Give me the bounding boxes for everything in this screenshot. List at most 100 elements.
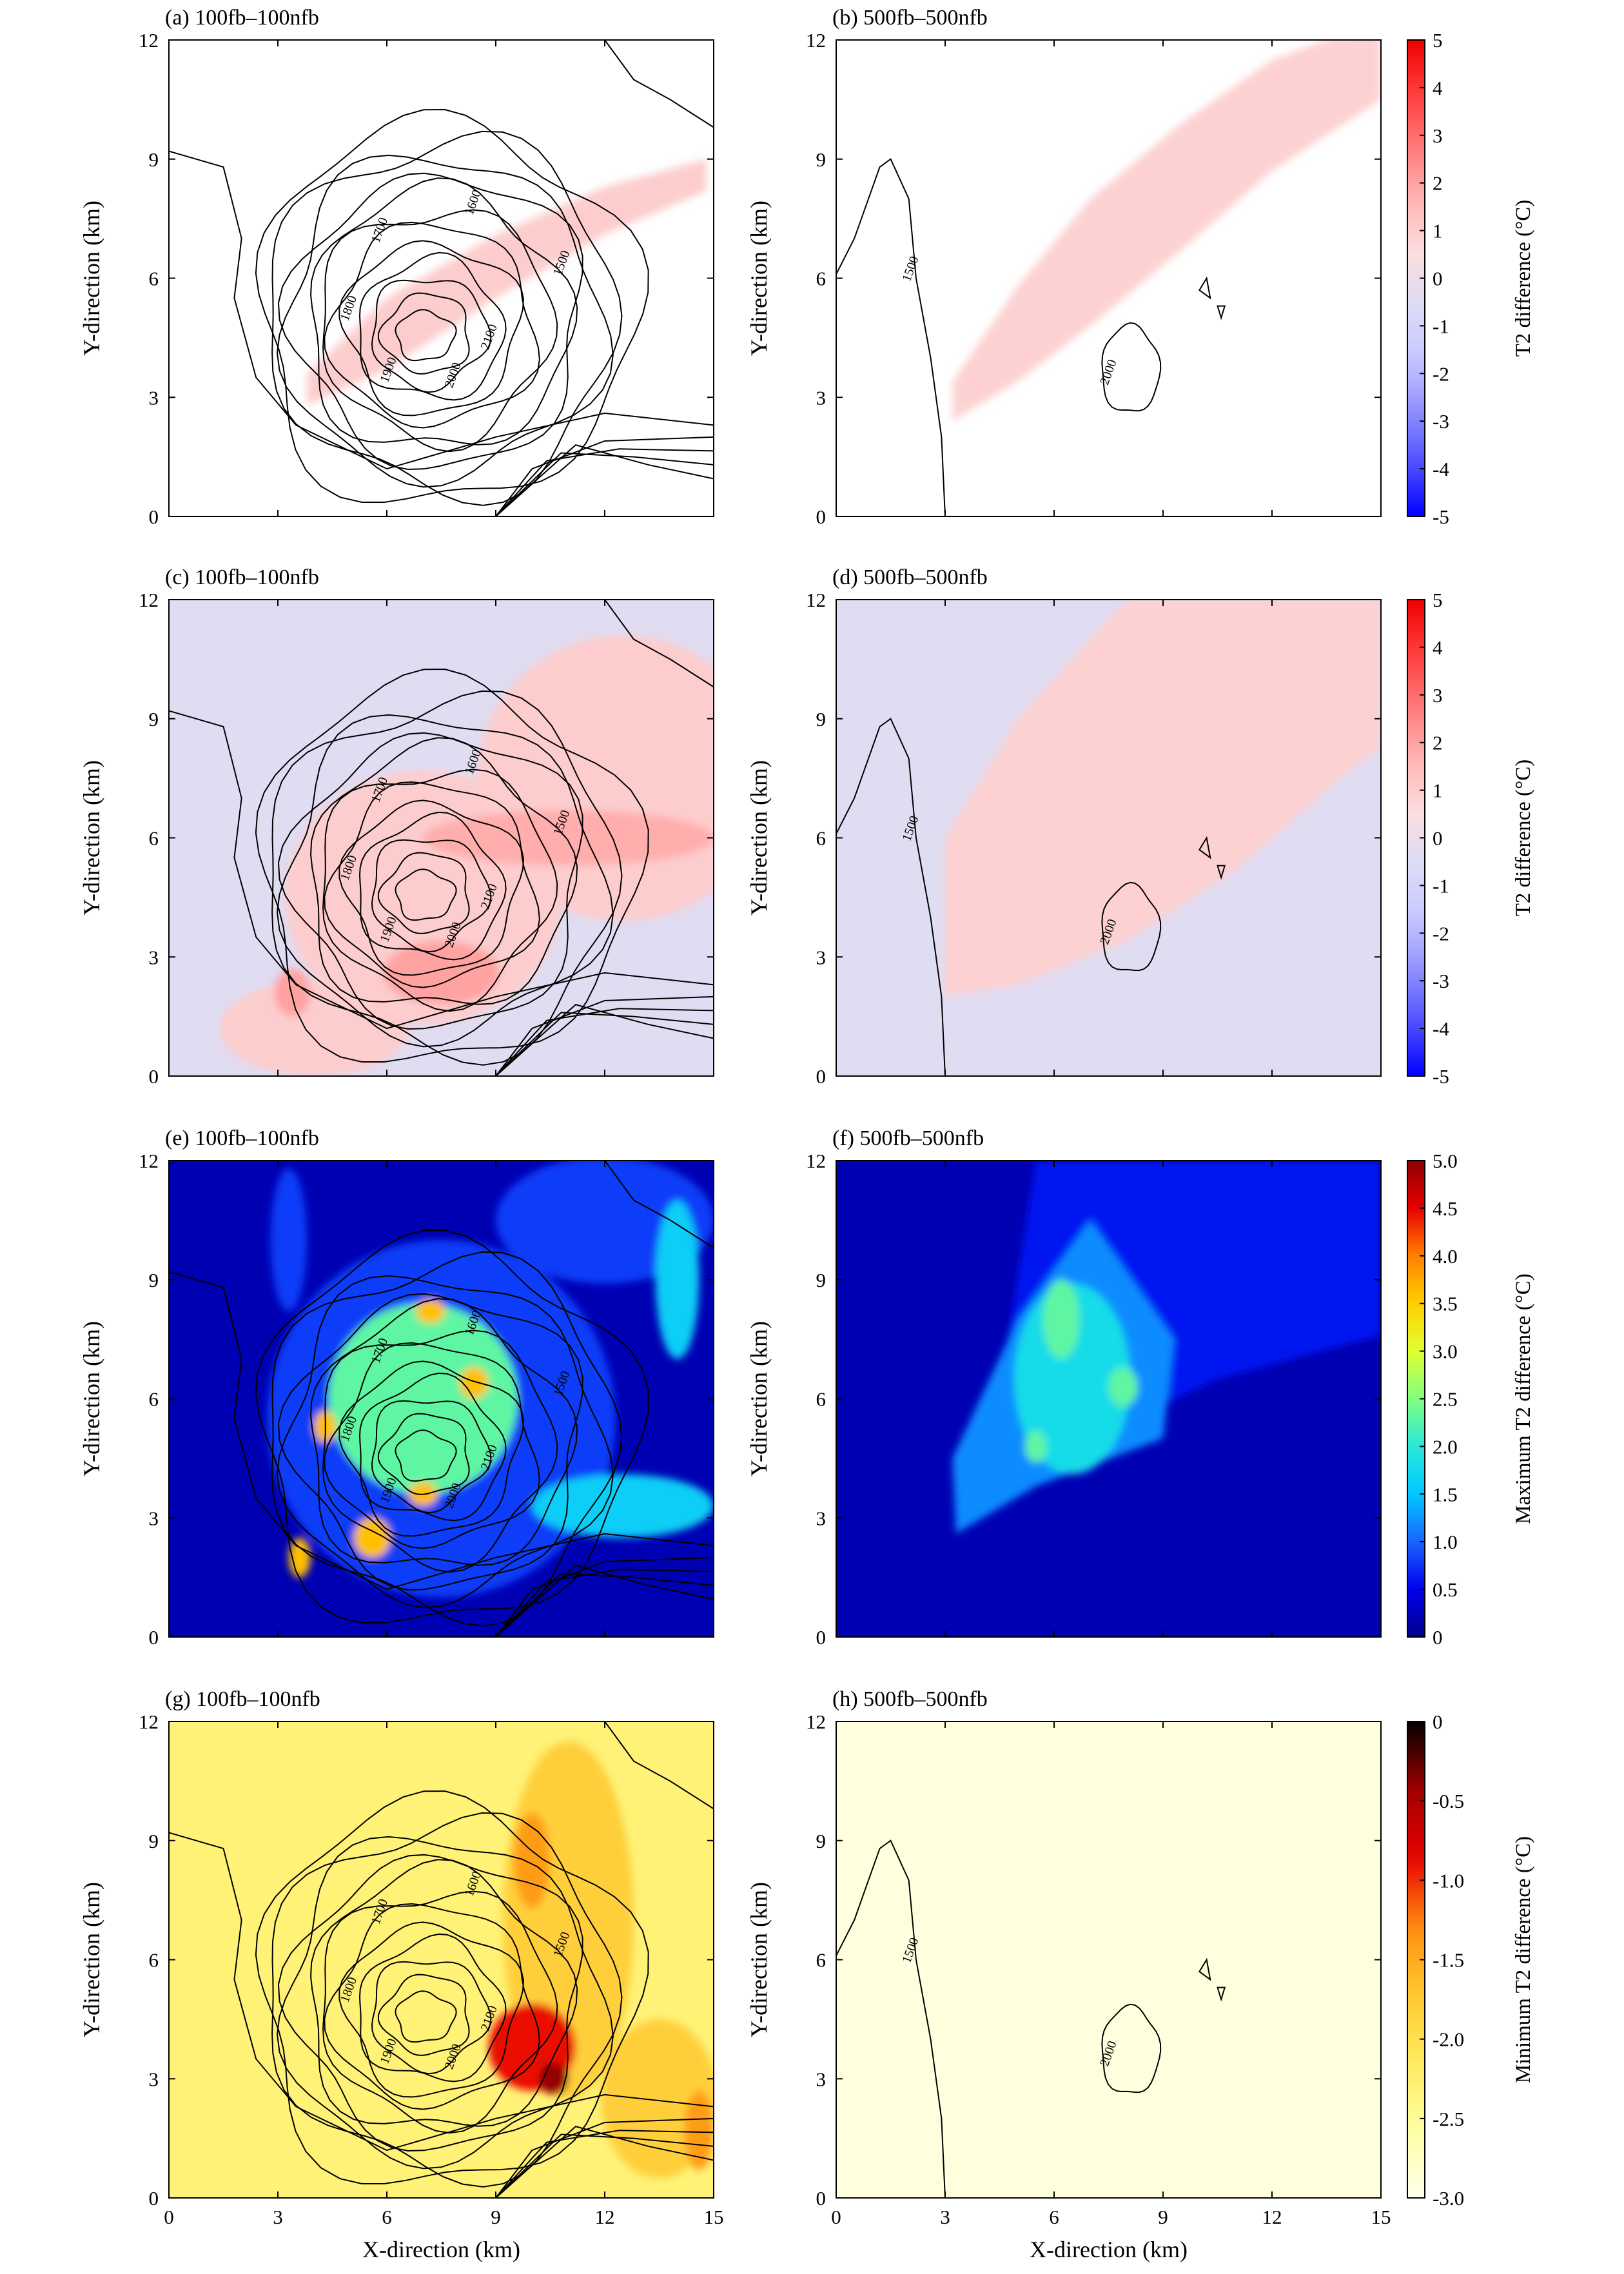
terrain-contour-line (169, 1832, 714, 2151)
terrain-contour-line (1198, 1957, 1211, 1981)
terrain-contour-line (338, 1360, 524, 1537)
y-tick-label: 3 (149, 946, 159, 968)
y-tick-label: 0 (149, 1626, 159, 1649)
terrain-contour-line (322, 1329, 558, 1573)
field-blob (1014, 1283, 1131, 1475)
y-axis-label: Y-direction (km) (746, 201, 772, 356)
colorbar-tick-label: -3.0 (1433, 2187, 1464, 2210)
terrain-contour-line (604, 600, 714, 688)
terrain-contour-line (1101, 2003, 1162, 2093)
terrain-contour-line (604, 1721, 714, 1810)
y-tick-label: 3 (149, 1507, 159, 1529)
y-tick-label: 0 (816, 2187, 827, 2210)
terrain-contours (169, 1721, 714, 2198)
terrain-contour-line (495, 995, 714, 1076)
field-blob (1024, 1430, 1047, 1463)
colorbar-tick-label: 2.5 (1433, 1388, 1458, 1411)
colorbar-h: 0 -0.5 -1.0 -1.5 -2.0 -2.5 -3.0 Minimum T2 diff… (1407, 1710, 1535, 2210)
terrain-contour-line (324, 1342, 540, 1549)
axis-ticks: 0 3 6 9 12 (139, 29, 714, 528)
x-tick-label: 0 (164, 2206, 174, 2228)
axis-ticks: 0 3 6 9 12 (806, 29, 1382, 528)
terrain-contour-line (1217, 305, 1226, 320)
panel-title: (c) 100fb–100nfb (165, 565, 319, 589)
terrain-contour-line (277, 154, 614, 488)
colorbar-tick-label: 3 (1433, 124, 1443, 147)
colorbar-tick-label: 2.0 (1433, 1435, 1458, 1458)
terrain-contour-line (1101, 881, 1162, 972)
colorbar-tick-label: 4 (1433, 77, 1443, 99)
panel-title: (f) 500fb–500nfb (832, 1126, 984, 1150)
y-tick-label: 9 (149, 708, 159, 730)
terrain-contour-line (277, 732, 583, 1030)
colorbar-label: Maximum T2 difference (°C) (1512, 1273, 1535, 1524)
plot-area (836, 1161, 1381, 1637)
terrain-contour-line (277, 1293, 583, 1591)
y-tick-label: 12 (139, 1710, 159, 1733)
y-tick-label: 6 (816, 1388, 827, 1411)
field-blob (383, 941, 500, 1005)
y-tick-label: 12 (806, 1150, 826, 1172)
x-tick-label: 3 (940, 2206, 950, 2228)
colorbar-tick-label: 1 (1433, 220, 1443, 242)
y-tick-label: 9 (816, 1830, 827, 1852)
terrain-contours (169, 40, 714, 516)
terrain-contours (169, 600, 714, 1076)
colorbar-tick-label: 1.5 (1433, 1483, 1458, 1505)
plot-background (836, 1721, 1381, 2198)
x-tick-label: 9 (1158, 2206, 1168, 2228)
terrain-contour-line (495, 1012, 714, 1076)
y-axis-label: Y-direction (km) (79, 201, 104, 356)
terrain-contour-line (495, 444, 714, 516)
x-tick-label: 9 (491, 2206, 501, 2228)
terrain-contour-line (495, 436, 714, 516)
terrain-contour-line (255, 1790, 649, 2185)
y-tick-label: 0 (816, 505, 827, 528)
terrain-contour-line (495, 2133, 714, 2198)
colorbar-f: 5.0 4.5 4.0 3.5 3.0 2.5 2.0 1.5 1.0 0.5 0 Maximum T… (1407, 1150, 1535, 1649)
terrain-contour-line (395, 1429, 457, 1482)
terrain-contour-line (604, 1161, 714, 1249)
y-tick-label: 0 (149, 2187, 159, 2210)
terrain-contours (169, 1161, 714, 1637)
colorbar-tick-label: 0.5 (1433, 1578, 1458, 1601)
x-tick-label: 0 (831, 2206, 841, 2228)
colorbars-layer: 5 4 3 2 1 0 -1 -2 -3 -4 -5 T2 difference (°C) 5 4 3 2 1 0… (1407, 29, 1535, 2210)
axis-ticks: 0 3 6 9 12 15 0 3 6 9 12 (806, 1710, 1391, 2228)
terrain-contour-line (338, 1921, 524, 2098)
y-tick-label: 3 (816, 1507, 827, 1529)
y-tick-label: 12 (806, 1710, 826, 1733)
y-tick-label: 3 (816, 2068, 827, 2090)
terrain-contour-line (836, 718, 946, 1076)
colorbar-tick-label: -1 (1433, 315, 1449, 337)
terrain-contour-line (338, 799, 524, 976)
colorbar-tick-label: -1.0 (1433, 1869, 1464, 1892)
y-tick-label: 12 (806, 589, 826, 611)
terrain-contour-line (371, 279, 492, 393)
colorbar-tick-label: 1 (1433, 779, 1443, 802)
colorbar-label: T2 difference (°C) (1512, 200, 1535, 357)
panel-title: (d) 500fb–500nfb (832, 565, 988, 589)
colorbar-tick-label: -2.0 (1433, 2028, 1464, 2051)
x-axis-label: X-direction (km) (1030, 2237, 1188, 2262)
terrain-contour-line (358, 1372, 507, 1522)
terrain-contour-line (371, 1961, 492, 2075)
field-blob (219, 981, 409, 1076)
terrain-contour-line (169, 150, 714, 470)
terrain-contour-line (495, 1573, 714, 1637)
y-axis-label: Y-direction (km) (79, 1882, 104, 2037)
field-features (267, 1161, 714, 1598)
terrain-contour-line (371, 839, 492, 953)
colorbar-tick-label: 3 (1433, 684, 1443, 707)
panel-title: (h) 500fb–500nfb (832, 1687, 988, 1711)
y-axis-label: Y-direction (km) (79, 760, 104, 916)
terrain-contour-line (324, 1903, 540, 2110)
panel-title: (b) 500fb–500nfb (832, 6, 988, 30)
y-tick-label: 0 (816, 1065, 827, 1088)
